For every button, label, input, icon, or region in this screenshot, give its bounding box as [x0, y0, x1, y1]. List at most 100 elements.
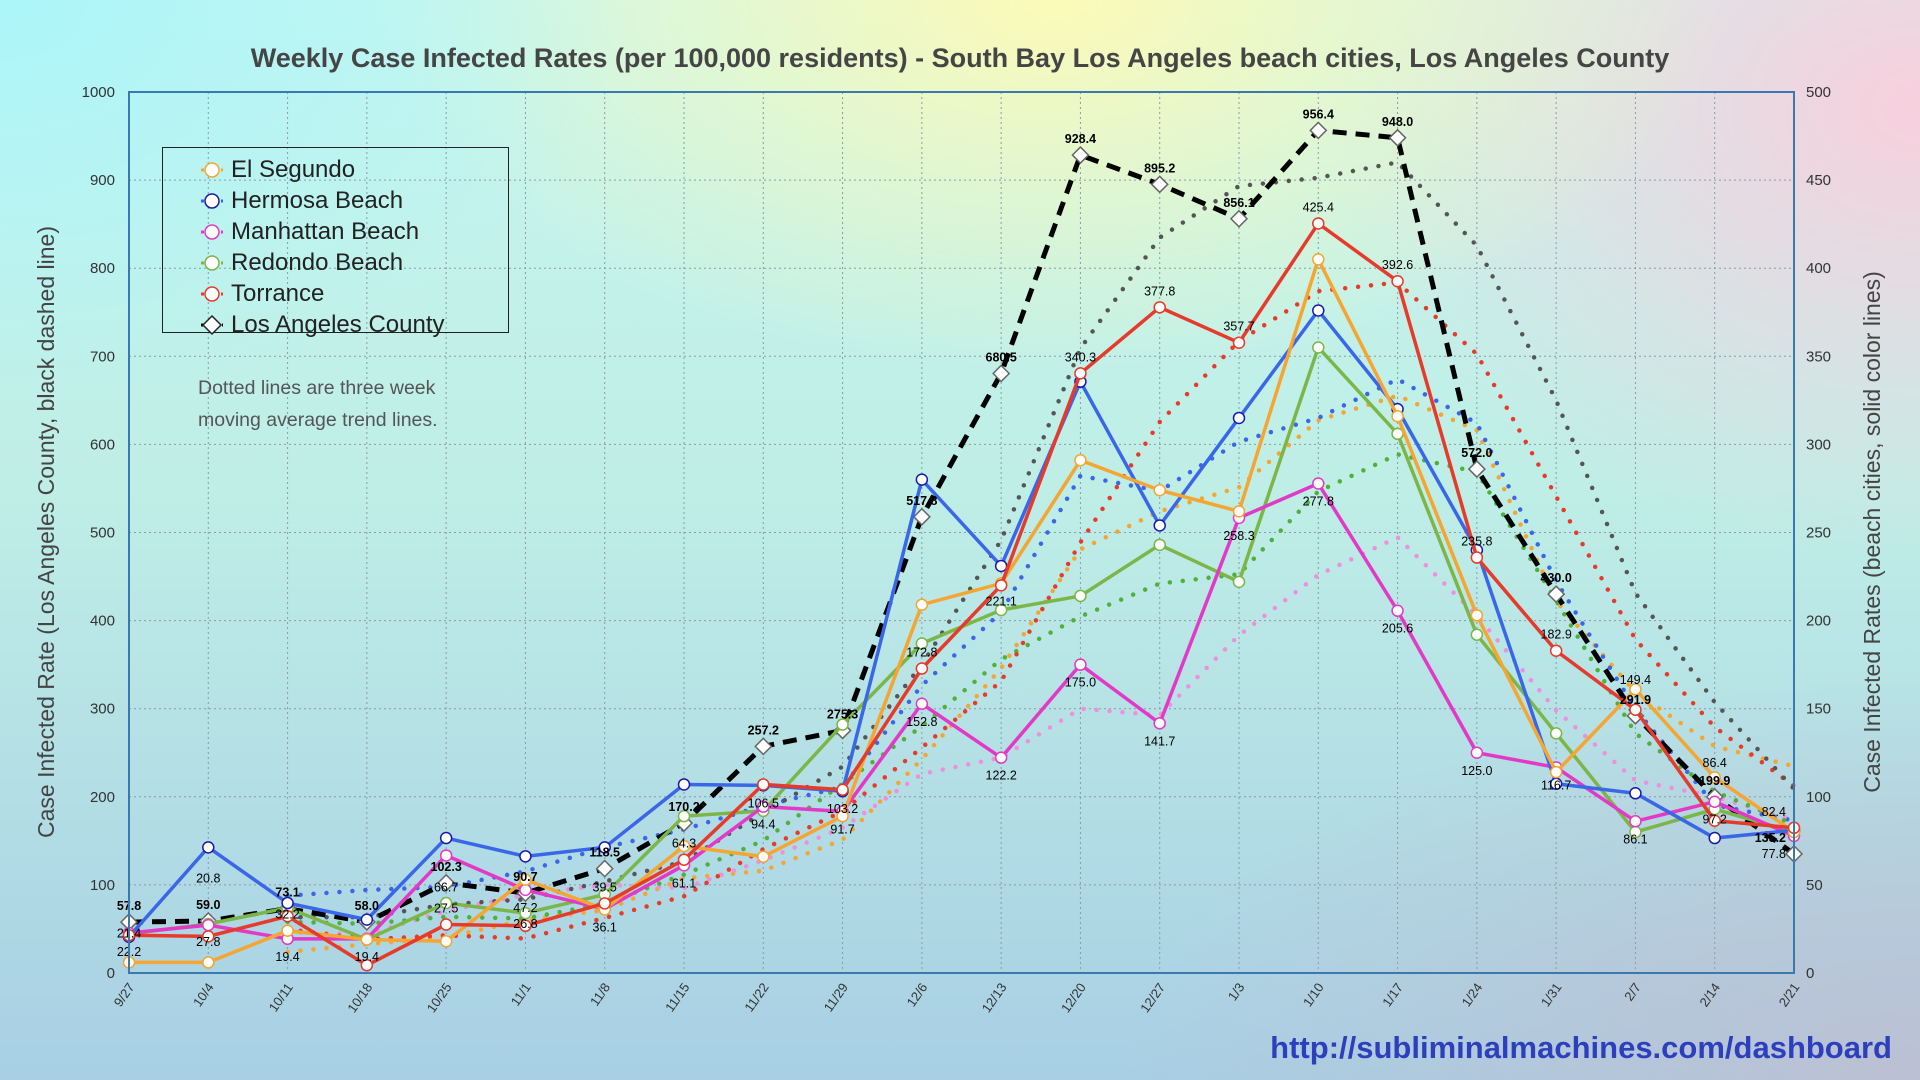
data-point-manhattan-beach[interactable]	[915, 697, 929, 711]
data-point-torrance[interactable]	[1232, 336, 1246, 349]
data-point-manhattan-beach[interactable]	[202, 918, 215, 932]
data-point-el-segundo[interactable]	[202, 956, 215, 969]
legend-item-manhattan-beach[interactable]: Manhattan Beach	[163, 216, 508, 247]
data-point-hermosa-beach[interactable]	[439, 831, 453, 845]
data-point-el-segundo[interactable]	[1312, 253, 1325, 266]
data-label-torrance: 340.3	[1065, 350, 1096, 364]
data-point-el-segundo[interactable]	[1232, 505, 1246, 518]
data-point-torrance[interactable]	[836, 783, 849, 797]
data-point-hermosa-beach[interactable]	[915, 473, 929, 486]
data-point-los-angeles-county[interactable]	[437, 873, 456, 892]
data-point-hermosa-beach[interactable]	[1232, 411, 1246, 425]
data-point-torrance[interactable]	[915, 662, 929, 675]
data-point-los-angeles-county[interactable]	[1150, 175, 1169, 194]
data-point-el-segundo[interactable]	[1629, 683, 1642, 696]
data-point-torrance[interactable]	[1312, 217, 1325, 230]
data-point-torrance[interactable]	[1708, 814, 1721, 828]
data-point-el-segundo[interactable]	[757, 850, 770, 863]
data-point-hermosa-beach[interactable]	[1708, 831, 1721, 845]
data-point-torrance[interactable]	[994, 579, 1008, 592]
data-point-manhattan-beach[interactable]	[1312, 477, 1325, 490]
data-point-redondo-beach[interactable]	[915, 637, 929, 650]
data-point-manhattan-beach[interactable]	[994, 751, 1008, 764]
data-point-el-segundo[interactable]	[836, 809, 849, 823]
data-point-redondo-beach[interactable]	[1153, 538, 1166, 552]
data-point-el-segundo[interactable]	[439, 935, 453, 948]
data-point-hermosa-beach[interactable]	[994, 559, 1008, 573]
data-point-redondo-beach[interactable]	[677, 809, 691, 823]
data-point-torrance[interactable]	[1074, 367, 1087, 380]
data-point-redondo-beach[interactable]	[1470, 628, 1484, 641]
data-point-los-angeles-county[interactable]	[754, 737, 773, 756]
data-point-el-segundo[interactable]	[1470, 609, 1484, 622]
legend-item-torrance[interactable]: Torrance	[163, 278, 508, 309]
data-point-manhattan-beach[interactable]	[1074, 658, 1087, 671]
data-point-manhattan-beach[interactable]	[1470, 746, 1484, 759]
data-point-los-angeles-county[interactable]	[1071, 146, 1090, 165]
data-point-torrance[interactable]	[519, 919, 532, 933]
data-point-el-segundo[interactable]	[1074, 454, 1087, 467]
data-point-hermosa-beach[interactable]	[1629, 787, 1642, 800]
data-point-manhattan-beach[interactable]	[1153, 717, 1166, 730]
legend-item-hermosa-beach[interactable]: Hermosa Beach	[163, 185, 508, 216]
data-point-los-angeles-county[interactable]	[1467, 460, 1486, 479]
data-point-manhattan-beach[interactable]	[1629, 815, 1642, 828]
data-point-hermosa-beach[interactable]	[202, 841, 215, 854]
data-point-torrance[interactable]	[439, 918, 453, 931]
data-point-torrance[interactable]	[598, 897, 611, 910]
data-point-el-segundo[interactable]	[677, 839, 691, 853]
data-point-manhattan-beach[interactable]	[439, 849, 453, 862]
data-point-hermosa-beach[interactable]	[281, 896, 294, 910]
data-point-el-segundo[interactable]	[281, 924, 294, 937]
trend-line-redondo-beach	[285, 452, 1797, 927]
data-point-el-segundo[interactable]	[1708, 771, 1721, 784]
data-point-los-angeles-county[interactable]	[1229, 209, 1249, 228]
data-point-redondo-beach[interactable]	[1232, 575, 1246, 589]
data-point-torrance[interactable]	[757, 778, 770, 791]
data-point-manhattan-beach[interactable]	[1391, 604, 1404, 617]
data-point-los-angeles-county[interactable]	[912, 507, 931, 526]
data-point-redondo-beach[interactable]	[439, 896, 453, 910]
data-point-los-angeles-county[interactable]	[595, 859, 614, 878]
data-point-los-angeles-county[interactable]	[992, 364, 1011, 383]
data-point-los-angeles-county[interactable]	[1547, 585, 1566, 604]
data-point-torrance[interactable]	[1549, 644, 1563, 657]
data-point-torrance[interactable]	[202, 930, 215, 943]
data-point-redondo-beach[interactable]	[994, 603, 1008, 617]
data-point-torrance[interactable]	[677, 853, 691, 866]
data-point-manhattan-beach[interactable]	[519, 883, 532, 897]
data-point-hermosa-beach[interactable]	[598, 841, 611, 854]
data-point-hermosa-beach[interactable]	[1312, 304, 1325, 317]
data-point-torrance[interactable]	[281, 910, 294, 923]
data-point-hermosa-beach[interactable]	[360, 913, 374, 926]
legend-item-los-angeles-county[interactable]: Los Angeles County	[163, 309, 508, 340]
data-point-los-angeles-county[interactable]	[1309, 121, 1328, 140]
data-point-el-segundo[interactable]	[915, 598, 929, 611]
data-point-manhattan-beach[interactable]	[1708, 795, 1721, 808]
data-point-torrance[interactable]	[1391, 274, 1404, 288]
data-point-redondo-beach[interactable]	[1549, 727, 1563, 740]
data-point-torrance[interactable]	[1153, 301, 1166, 314]
data-point-redondo-beach[interactable]	[519, 906, 532, 920]
data-point-hermosa-beach[interactable]	[519, 850, 532, 863]
data-point-redondo-beach[interactable]	[1074, 589, 1087, 603]
data-point-el-segundo[interactable]	[519, 873, 532, 886]
data-point-los-angeles-county[interactable]	[1388, 128, 1407, 147]
data-point-torrance[interactable]	[360, 958, 374, 972]
data-point-redondo-beach[interactable]	[1312, 341, 1325, 354]
data-point-manhattan-beach[interactable]	[757, 800, 770, 813]
legend-item-el-segundo[interactable]: El Segundo	[163, 154, 508, 185]
data-point-el-segundo[interactable]	[360, 933, 374, 946]
data-point-torrance[interactable]	[1629, 703, 1642, 717]
legend-marker-circle-icon	[201, 254, 223, 271]
legend-item-redondo-beach[interactable]: Redondo Beach	[163, 247, 508, 278]
data-point-el-segundo[interactable]	[1391, 409, 1404, 423]
data-point-hermosa-beach[interactable]	[677, 778, 691, 791]
data-point-el-segundo[interactable]	[1549, 765, 1563, 779]
series-el-segundo	[122, 253, 1801, 969]
data-point-el-segundo[interactable]	[1153, 483, 1166, 497]
data-point-torrance[interactable]	[1470, 551, 1484, 564]
footer-url[interactable]: http://subliminalmachines.com/dashboard	[1270, 1030, 1892, 1065]
data-point-redondo-beach[interactable]	[836, 718, 849, 731]
data-point-hermosa-beach[interactable]	[1153, 519, 1166, 532]
